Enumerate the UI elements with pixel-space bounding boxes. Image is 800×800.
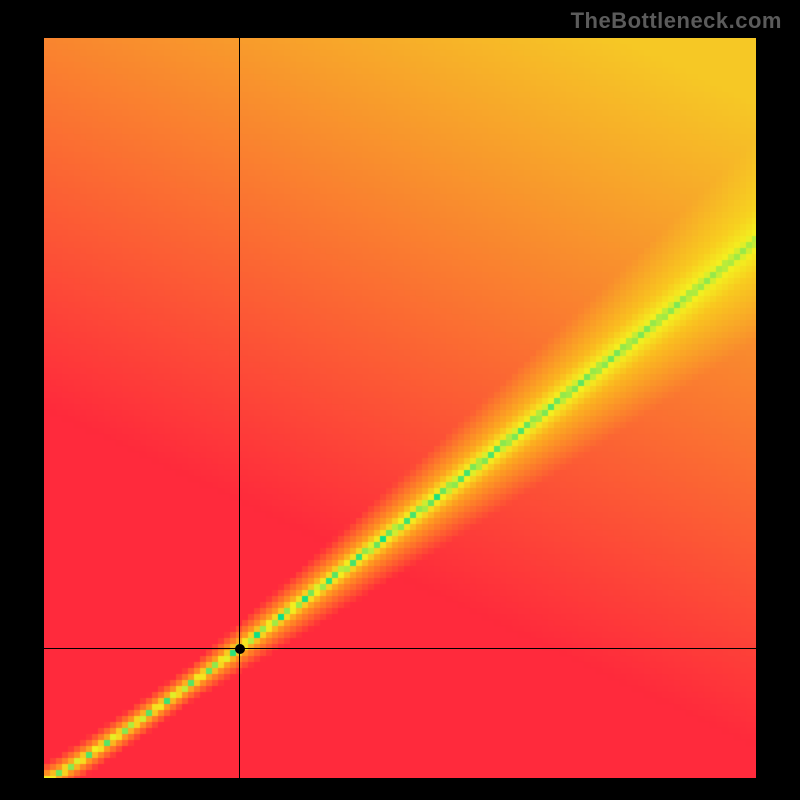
data-point-marker bbox=[235, 644, 245, 654]
heatmap-plot bbox=[44, 38, 756, 778]
crosshair-vertical bbox=[239, 38, 240, 778]
crosshair-horizontal bbox=[44, 648, 756, 649]
chart-container: TheBottleneck.com bbox=[0, 0, 800, 800]
watermark-text: TheBottleneck.com bbox=[571, 8, 782, 34]
heatmap-canvas bbox=[44, 38, 756, 778]
